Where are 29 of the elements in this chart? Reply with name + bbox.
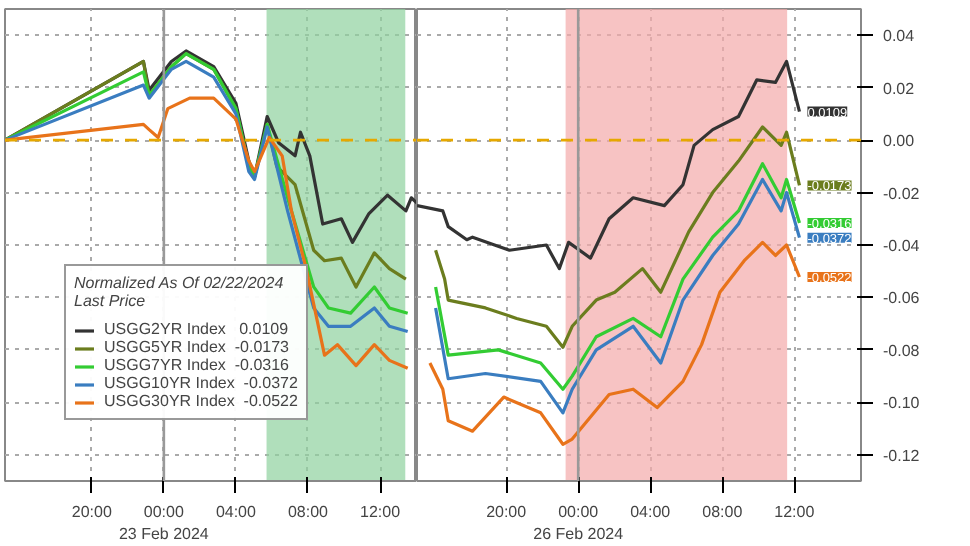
y-tick-label: -0.06 [883, 289, 921, 308]
line-series [428, 240, 802, 446]
x-tick-label: 12:00 [360, 503, 402, 521]
y-tick-label: 0.00 [883, 132, 916, 151]
legend-label: USGG7YR Index -0.0316 [104, 356, 289, 374]
legend-label: USGG30YR Index -0.0522 [104, 392, 298, 410]
line-series [434, 125, 802, 349]
x-tick-label: 00:00 26 Feb 2024 [533, 503, 625, 543]
line-series [434, 177, 802, 415]
x-tick-label: 04:00 [215, 503, 258, 521]
legend-label: USGG2YR Index 0.0109 [104, 320, 289, 338]
legend-title: Normalized As Of 02/22/2024 Last Price [74, 274, 286, 310]
x-tick-label: 08:00 [702, 503, 744, 521]
x-tick-label: 12:00 [774, 503, 816, 521]
x-tick-label: 20:00 [71, 503, 113, 521]
y-tick-label: -0.12 [883, 446, 921, 465]
y-tick-label: -0.02 [883, 184, 921, 203]
y-tick-label: -0.04 [883, 237, 921, 255]
y-tick-label: -0.08 [883, 341, 921, 360]
y-tick-label: 0.04 [883, 27, 916, 46]
x-tick-label: 20:00 [486, 503, 528, 521]
line-series [434, 162, 802, 391]
y-tick-label: 0.02 [883, 79, 916, 98]
x-tick-label: 00:00 23 Feb 2024 [118, 503, 210, 543]
y-tick-label: -0.10 [883, 394, 921, 413]
legend-label: USGG10YR Index -0.0372 [104, 374, 298, 392]
x-tick-label: 08:00 [287, 503, 330, 521]
x-tick-label: 04:00 [630, 503, 672, 521]
legend-label: USGG5YR Index -0.0173 [104, 338, 289, 356]
